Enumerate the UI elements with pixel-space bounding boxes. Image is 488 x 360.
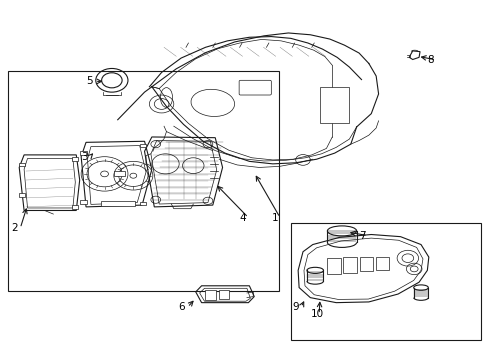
Bar	[205, 291, 216, 300]
Bar	[290, 223, 480, 339]
Text: 1: 1	[271, 213, 277, 222]
Bar	[80, 201, 87, 204]
Bar	[101, 201, 135, 206]
Text: 5: 5	[86, 76, 92, 86]
Bar	[359, 257, 372, 271]
Text: 6: 6	[178, 302, 185, 312]
Bar	[320, 87, 348, 123]
Text: 3: 3	[81, 152, 87, 162]
Text: 2: 2	[11, 224, 18, 233]
Bar	[140, 202, 146, 205]
Bar	[140, 144, 146, 147]
Bar	[19, 193, 25, 197]
Bar	[72, 157, 78, 161]
Bar	[218, 291, 229, 299]
Text: 8: 8	[427, 55, 433, 65]
Text: 9: 9	[292, 302, 298, 312]
Bar	[72, 206, 78, 209]
FancyBboxPatch shape	[239, 80, 271, 95]
Bar	[80, 151, 87, 155]
Bar	[327, 258, 340, 274]
Text: 7: 7	[358, 231, 365, 240]
Text: 10: 10	[310, 310, 323, 319]
Bar	[19, 163, 25, 166]
Bar	[114, 171, 125, 176]
Text: 4: 4	[239, 213, 246, 222]
Bar	[8, 71, 278, 291]
Bar	[375, 257, 388, 270]
Bar	[343, 257, 356, 273]
